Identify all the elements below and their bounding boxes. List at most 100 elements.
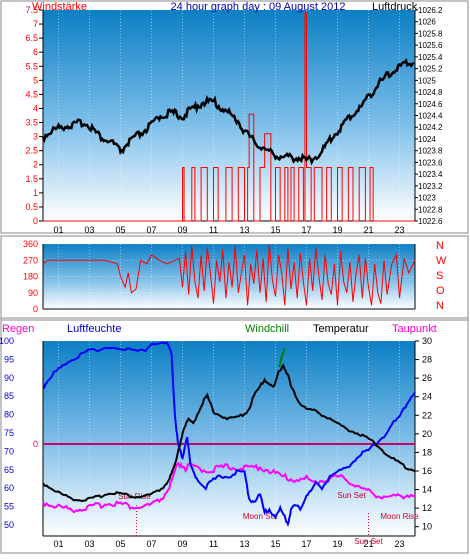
panel1-right-tick-label: 1026.2	[418, 6, 443, 15]
panel1-left-tick-label: 4.5	[25, 89, 38, 99]
panel2-left-tick-label: 0	[33, 304, 38, 314]
panel3-x-tick-label: 03	[84, 539, 94, 549]
panel1-right-tick-label: 1024.6	[418, 100, 443, 109]
panel3-right-tick-label: 12	[422, 503, 432, 513]
panel3-left-tick-label: 90	[4, 373, 14, 383]
panel3-left-tick-label: 50	[4, 520, 14, 530]
temperature-label: Temperatur	[313, 323, 369, 335]
panel3-left-tick-label: 70	[4, 446, 14, 456]
panel3-left-tick-label: 60	[4, 483, 14, 493]
panel1-right-tick-label: 1023.6	[418, 158, 443, 167]
panel3-border	[0, 317, 469, 554]
panel3-axes: 01 03 05 07 09 11 13 15 17 19 21 23 50 55 60 65 70 75 80 85…	[0, 336, 432, 549]
panel2-left-tick-label: 180	[23, 272, 38, 282]
panel1-right-tick-label: 1025.8	[418, 29, 443, 38]
panel3-left-tick-label: 95	[4, 354, 14, 364]
pressure-axis-label: Luftdruck	[372, 1, 418, 13]
panel1-x-tick-label: 21	[363, 225, 373, 235]
panel3-right-tick-label: 22	[422, 410, 432, 420]
windchill-label: Windchill	[245, 323, 289, 335]
panel1-x-tick-label: 13	[239, 225, 249, 235]
panel1-x-tick-label: 07	[146, 225, 156, 235]
astro-annotation: Sun Set	[354, 537, 383, 546]
panel3-x-tick-label: 11	[209, 539, 218, 549]
panel3-right-tick-label: 18	[422, 447, 432, 457]
panel3-series	[42, 341, 416, 536]
panel3-right-tick-label: 26	[422, 373, 432, 383]
panel1-right-tick-label: 1023.4	[418, 170, 443, 179]
panel1-left-tick-label: 0.5	[25, 202, 38, 212]
panel3-left-tick-label: 75	[4, 428, 14, 438]
panel1-x-tick-label: 17	[301, 225, 311, 235]
pressure-line	[41, 57, 415, 166]
dewpoint-label: Taupunkt	[392, 323, 437, 335]
panel1-x-tick-label: 03	[84, 225, 94, 235]
rain-zero-label: 0	[33, 439, 38, 449]
wind-direction-line	[42, 243, 416, 306]
panel3-x-tick-label: 19	[332, 539, 342, 549]
dewpoint-line	[42, 461, 416, 514]
wind-axis-label: Windstärke	[32, 1, 87, 13]
wind-strength-line	[43, 12, 415, 222]
astro-annotation: Sun Set	[337, 491, 366, 500]
panel1-x-tick-label: 15	[270, 225, 280, 235]
panel3-right-tick-label: 16	[422, 466, 432, 476]
windchill-line	[278, 348, 286, 368]
panel1-x-tick-label: 01	[53, 225, 63, 235]
panel2-direction-label: N	[436, 240, 444, 252]
humidity-line	[43, 341, 416, 527]
panel1-x-tick-label: 09	[177, 225, 187, 235]
rain-label: Regen	[2, 323, 34, 335]
panel1-left-tick-label: 7	[33, 19, 38, 29]
panel2-direction-label: W	[436, 255, 447, 267]
panel1-left-tick-label: 6.5	[25, 33, 38, 43]
panel1-x-tick-label: 05	[115, 225, 125, 235]
astro-annotation: Moon Set	[243, 512, 278, 521]
panel3-right-tick-label: 28	[422, 355, 432, 365]
panel1-series	[41, 12, 415, 222]
panel1-left-tick-label: 7.5	[25, 5, 38, 15]
panel1-left-tick-label: 2.5	[25, 146, 38, 156]
panel1-left-tick-label: 2	[33, 160, 38, 170]
panel1-right-tick-label: 1024	[418, 135, 436, 144]
panel3-x-tick-label: 09	[177, 539, 187, 549]
panel2-left-tick-label: 360	[23, 239, 38, 249]
panel3-right-tick-label: 14	[422, 485, 432, 495]
panel1-right-tick-label: 1023.2	[418, 182, 443, 191]
panel3-plot-area	[43, 341, 415, 536]
panel3-left-tick-label: 100	[0, 336, 14, 346]
panel1-right-tick-label: 1024.4	[418, 112, 443, 121]
temperature-line	[42, 363, 416, 503]
panel3-left-tick-label: 80	[4, 410, 14, 420]
panel1-right-tick-label: 1022.8	[418, 205, 443, 214]
panel3-x-tick-label: 05	[115, 539, 125, 549]
panel3-x-tick-label: 23	[394, 539, 404, 549]
panel1-border	[0, 0, 469, 234]
panel1-right-tick-label: 1026	[418, 18, 436, 27]
panel3-x-tick-label: 13	[239, 539, 249, 549]
panel2-direction-label: S	[436, 270, 443, 282]
panel1-axes: 01 03 05 07 09 11 13 15 17 19 21 23 0 0.5 1 1.5 2 2.5 3 3.5…	[25, 5, 443, 235]
panel1-x-tick-label: 23	[394, 225, 404, 235]
panel3-x-tick-label: 07	[146, 539, 156, 549]
panel2-direction-label: O	[436, 285, 445, 297]
panel2-series	[42, 243, 416, 306]
panel1-left-tick-label: 3.5	[25, 118, 38, 128]
panel1-right-tick-label: 1023	[418, 194, 436, 203]
panel1-right-tick-label: 1025.2	[418, 65, 443, 74]
panel1-right-tick-label: 1022.6	[418, 217, 443, 226]
panel3-left-tick-label: 55	[4, 502, 14, 512]
panel1-left-tick-label: 4	[33, 103, 38, 113]
panel1-left-tick-label: 1.5	[25, 174, 38, 184]
panel3-x-tick-label: 17	[301, 539, 311, 549]
panel1-left-tick-label: 1	[33, 188, 38, 198]
panel3-x-tick-label: 21	[363, 539, 373, 549]
panel1-left-tick-label: 5	[33, 75, 38, 85]
humidity-label: Luftfeuchte	[67, 323, 121, 335]
panel2-direction-label: N	[436, 300, 444, 312]
panel3-left-tick-label: 85	[4, 391, 14, 401]
panel1-right-tick-label: 1023.8	[418, 147, 443, 156]
